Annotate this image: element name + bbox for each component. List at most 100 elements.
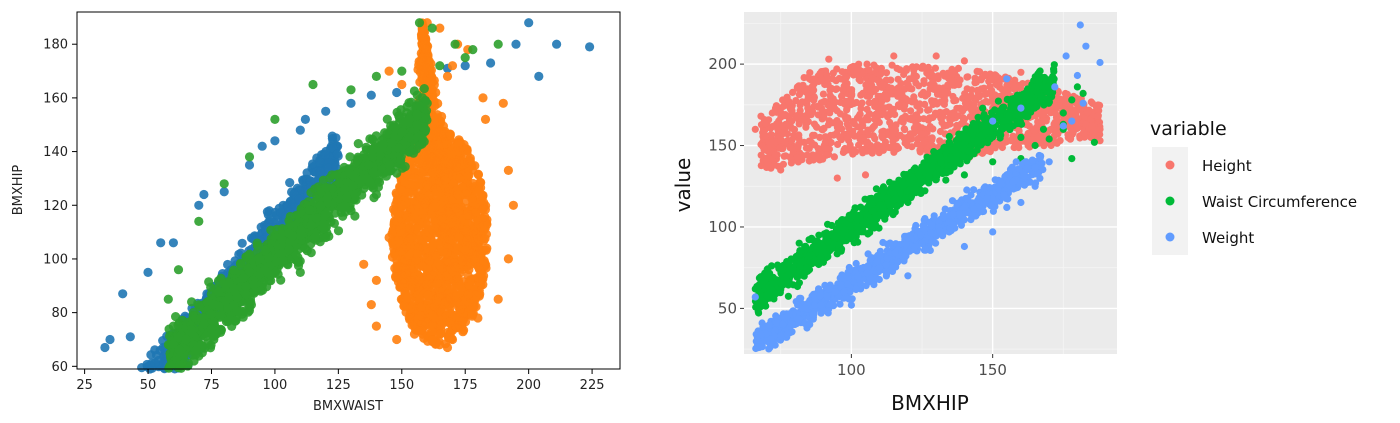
c1-series-1-point	[473, 262, 483, 272]
c1-series-2-point	[244, 249, 254, 259]
c1-series-1-point	[417, 73, 427, 83]
c1-series-0-point	[327, 131, 337, 141]
c1-series-2-point	[346, 85, 356, 95]
c1-series-0-point	[145, 360, 155, 370]
c1-series-1-point	[453, 139, 463, 150]
c1-series-1-point	[412, 211, 422, 221]
c1-series-2-point	[173, 265, 184, 275]
c1-series-0-point	[486, 58, 496, 68]
c1-series-2-point	[353, 139, 363, 149]
c1-series-1-point	[417, 53, 427, 63]
c1-series-1-point	[431, 156, 441, 166]
c1-series-1-point	[414, 158, 424, 168]
c1-series-1-point	[498, 98, 508, 108]
c1-series-0-point	[321, 106, 331, 116]
c1-series-2-point	[371, 189, 381, 200]
c1-series-0-point	[308, 159, 318, 169]
c1-series-1-point	[452, 162, 462, 172]
c1-series-1-point	[392, 334, 402, 345]
c1-series-2-point	[310, 232, 320, 242]
c1-series-2-point	[300, 243, 310, 254]
c1-series-1-point	[395, 222, 405, 232]
c1-series-0-point	[219, 187, 229, 197]
c1-series-0-point	[534, 71, 544, 81]
c1-series-1-point	[447, 334, 458, 345]
x-tick-label-1: 125	[326, 378, 351, 393]
c1-series-1-point	[462, 187, 472, 197]
c2-series-0-point	[798, 98, 806, 106]
c1-series-2-point	[206, 324, 217, 334]
c1-series-0-point	[265, 214, 275, 224]
c1-series-2-point	[460, 53, 470, 63]
y-tick-label-1: 140	[43, 145, 68, 160]
c1-series-0-point	[270, 136, 280, 146]
c1-series-2-point	[231, 315, 241, 325]
c1-series-1-point	[429, 313, 439, 323]
x-tick-label-1: 175	[453, 378, 478, 393]
c1-series-1-point	[462, 235, 472, 245]
c1-series-2-point	[409, 86, 419, 96]
c1-series-2-point	[386, 138, 397, 148]
c1-series-1-point	[453, 190, 463, 200]
x-tick-label-1: 75	[203, 378, 220, 393]
c1-series-2-point	[235, 259, 245, 269]
c1-series-2-point	[381, 171, 391, 181]
c1-series-1-point	[415, 286, 425, 296]
c1-series-1-point	[442, 71, 453, 81]
c1-series-1-point	[463, 210, 473, 220]
c1-series-1-point	[436, 215, 446, 225]
c1-series-1-point	[462, 149, 472, 159]
c2-series-0-point	[819, 90, 828, 98]
c1-series-2-point	[364, 160, 374, 170]
c1-series-2-point	[285, 211, 295, 222]
c1-series-0-point	[285, 178, 295, 188]
c1-series-0-point	[366, 90, 376, 100]
c1-series-2-point	[270, 114, 280, 124]
c1-series-1-point	[463, 289, 474, 299]
c1-series-2-point	[287, 231, 298, 241]
c1-series-2-point	[208, 299, 218, 309]
c1-series-1-point	[473, 169, 483, 179]
c1-series-2-point	[350, 158, 360, 168]
c1-series-2-point	[346, 206, 356, 216]
c1-series-2-point	[392, 168, 402, 178]
c1-series-0-point	[460, 61, 470, 71]
c1-series-1-point	[427, 242, 437, 252]
x-tick-label-1: 50	[140, 378, 157, 393]
c1-series-2-point	[330, 170, 340, 180]
y-tick-label-1: 120	[43, 199, 68, 214]
c1-series-1-point	[468, 197, 478, 207]
c1-series-2-point	[241, 282, 251, 292]
c1-series-2-point	[219, 179, 229, 189]
c1-series-2-point	[284, 245, 294, 255]
c1-series-1-point	[405, 304, 415, 314]
c1-series-1-point	[435, 260, 445, 270]
c1-series-1-point	[445, 257, 456, 267]
c1-series-1-point	[423, 290, 433, 300]
c1-series-1-point	[439, 233, 449, 243]
c1-series-1-point	[421, 150, 432, 160]
c1-series-1-point	[420, 194, 430, 204]
c1-series-2-point	[427, 23, 437, 33]
c1-series-1-point	[409, 329, 420, 339]
c1-series-1-point	[424, 227, 435, 238]
c1-series-1-point	[413, 277, 423, 287]
c1-series-2-point	[365, 134, 375, 144]
c1-series-1-point	[396, 280, 406, 290]
c1-series-2-point	[404, 98, 414, 108]
c2-series-0-point	[836, 133, 844, 141]
y-tick-label-1: 100	[43, 252, 68, 267]
c1-series-1-point	[462, 227, 472, 237]
c1-series-1-point	[428, 168, 438, 178]
c1-series-0-point	[315, 157, 325, 167]
c1-series-1-point	[460, 245, 471, 255]
c1-series-1-point	[429, 75, 439, 86]
c1-series-1-point	[472, 187, 482, 197]
c1-series-1-point	[426, 270, 436, 280]
c1-series-2-point	[400, 162, 410, 172]
c1-series-1-point	[458, 256, 468, 266]
c1-series-1-point	[480, 205, 490, 215]
c1-series-1-point	[450, 226, 460, 236]
c1-series-2-point	[414, 18, 425, 28]
y-tick-label-1: 80	[51, 306, 68, 321]
